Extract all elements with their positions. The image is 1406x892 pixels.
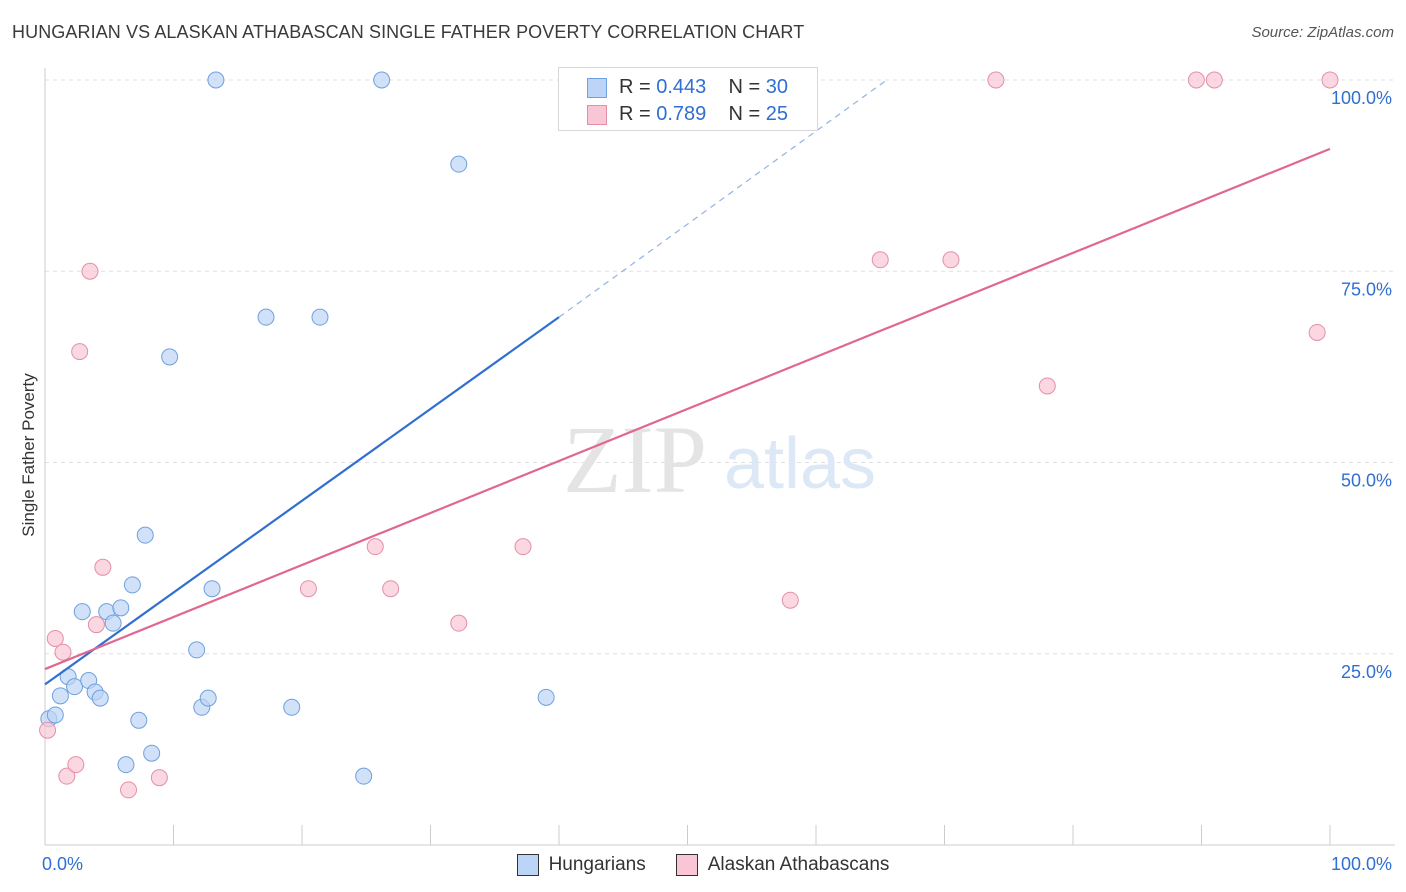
grid-lines xyxy=(45,79,1395,655)
hungarians-point xyxy=(117,756,135,774)
alaskan-point xyxy=(987,71,1005,89)
alaskan-point xyxy=(299,580,317,598)
hungarians-point xyxy=(136,526,154,544)
chart-title: HUNGARIAN VS ALASKAN ATHABASCAN SINGLE F… xyxy=(12,22,805,42)
alaskan-point xyxy=(1038,377,1056,395)
axes xyxy=(44,68,1395,846)
hungarians-point xyxy=(537,688,555,706)
n-label: N = xyxy=(728,102,761,125)
hungarians-r-value: 0.443 xyxy=(656,75,707,98)
y-axis-label: Single Father Poverty xyxy=(19,373,38,537)
alaskan-legend-label: Alaskan Athabascans xyxy=(707,854,890,875)
legend-item-hungarians: Hungarians xyxy=(516,854,646,876)
alaskan-point xyxy=(87,616,105,634)
hungarians-point xyxy=(46,706,64,724)
alaskan-point xyxy=(120,781,138,799)
hungarians-point xyxy=(161,348,179,366)
hungarians-point xyxy=(373,71,391,89)
alaskan-point xyxy=(514,538,532,556)
n-label: N = xyxy=(728,75,761,98)
alaskan-swatch xyxy=(675,854,698,876)
correlation-legend: R = 0.443 N = 30 R = 0.789 N = 25 xyxy=(558,67,818,131)
hungarians-point xyxy=(207,71,225,89)
series-legend: Hungarians Alaskan Athabascans xyxy=(0,851,1406,879)
alaskan-point xyxy=(1321,71,1339,89)
y-tick-label: 100.0% xyxy=(1331,88,1392,108)
hungarians-legend-label: Hungarians xyxy=(548,854,646,875)
alaskan-point xyxy=(58,767,76,785)
alaskan-point xyxy=(942,251,960,269)
alaskan-stats: R = 0.789 N = 25 xyxy=(619,101,788,127)
hungarians-point xyxy=(130,711,148,729)
alaskan-point xyxy=(1187,71,1205,89)
y-tick-label: 75.0% xyxy=(1341,279,1392,299)
hungarians-point xyxy=(123,576,141,594)
hungarians-point xyxy=(66,678,84,696)
alaskan-point xyxy=(1308,323,1326,341)
alaskan-point xyxy=(366,538,384,556)
hungarians-n-value: 30 xyxy=(765,75,789,98)
hungarians-point xyxy=(112,599,130,617)
r-label: R = xyxy=(619,75,651,98)
watermark-zip: ZIP xyxy=(563,406,707,513)
hungarians-point xyxy=(199,689,217,707)
alaskan-point xyxy=(781,591,799,609)
hungarians-point xyxy=(355,767,373,785)
alaskan-point xyxy=(71,343,89,361)
alaskan-point xyxy=(450,614,468,632)
alaskan-point xyxy=(871,251,889,269)
alaskan-point xyxy=(382,580,400,598)
alaskan-point xyxy=(81,262,99,280)
hungarians-stats: R = 0.443 N = 30 xyxy=(619,74,788,100)
tick-labels: 25.0% 50.0% 75.0% 100.0% 0.0% 100.0% xyxy=(42,88,1392,874)
alaskan-legend-swatch xyxy=(587,105,607,125)
hungarians-swatch xyxy=(516,854,539,876)
hungarians-point xyxy=(51,687,69,705)
hungarians-trend-line xyxy=(44,316,560,686)
alaskan-trend-line xyxy=(44,147,1331,671)
hungarians-legend-swatch xyxy=(587,78,607,98)
hungarians-point xyxy=(73,603,91,621)
r-label: R = xyxy=(619,102,651,125)
alaskan-point xyxy=(67,756,85,774)
x-tick-label: 0.0% xyxy=(42,854,83,874)
source-label: Source: ZipAtlas.com xyxy=(1251,24,1394,41)
hungarians-point xyxy=(283,698,301,716)
x-tick-label: 100.0% xyxy=(1331,854,1392,874)
alaskan-r-value: 0.789 xyxy=(656,102,707,125)
data-points xyxy=(39,71,1339,799)
alaskan-point xyxy=(46,629,64,647)
y-tick-label: 50.0% xyxy=(1341,471,1392,491)
y-tick-label: 25.0% xyxy=(1341,662,1392,682)
hungarians-point xyxy=(203,580,221,598)
hungarians-point xyxy=(257,308,275,326)
hungarians-point xyxy=(311,308,329,326)
hungarians-point xyxy=(104,614,122,632)
hungarians-point xyxy=(143,744,161,762)
hungarians-point xyxy=(450,155,468,173)
alaskan-point xyxy=(54,643,72,661)
watermark-atlas: atlas xyxy=(724,424,876,504)
legend-item-alaskan-athabascans: Alaskan Athabascans xyxy=(675,854,890,876)
alaskan-point xyxy=(94,558,112,576)
hungarians-trend-extension xyxy=(558,79,888,318)
alaskan-point xyxy=(1205,71,1223,89)
alaskan-point xyxy=(39,721,57,739)
hungarians-point xyxy=(91,689,109,707)
trend-lines xyxy=(44,79,1331,686)
hungarians-point xyxy=(188,641,206,659)
alaskan-n-value: 25 xyxy=(765,102,789,125)
alaskan-point xyxy=(150,769,168,787)
